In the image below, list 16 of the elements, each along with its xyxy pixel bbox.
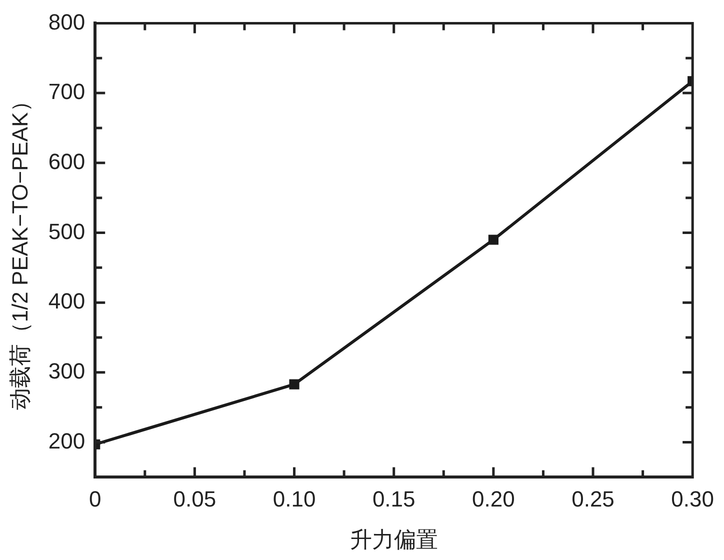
y-axis-title: 动载荷（1/2 PEAK−TO−PEAK）: [7, 90, 32, 410]
y-tick-label: 600: [48, 148, 86, 174]
x-tick-label: 0.15: [372, 486, 416, 512]
y-tick-label: 500: [48, 218, 86, 244]
y-tick-label: 200: [48, 428, 86, 454]
y-tick-label: 400: [48, 288, 86, 314]
x-tick-label: 0.30: [671, 486, 714, 512]
x-axis-title: 升力偏置: [350, 526, 438, 552]
x-tick-label: 0.05: [173, 486, 216, 512]
y-tick-label: 300: [48, 358, 86, 384]
x-tick-label: 0: [88, 486, 102, 512]
x-tick-label: 0.25: [572, 486, 614, 512]
y-tick-label: 800: [48, 9, 86, 34]
y-tick-label: 700: [48, 79, 86, 104]
x-tick-label: 0.20: [472, 486, 515, 512]
x-tick-label: 0.10: [272, 486, 316, 512]
